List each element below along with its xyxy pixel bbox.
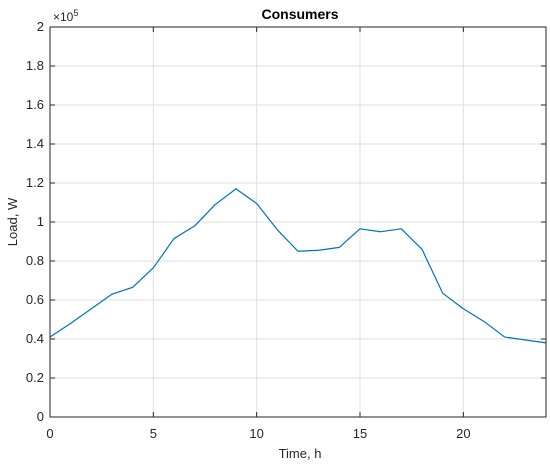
series-line	[49, 188, 547, 344]
y-tick-label: 0.4	[26, 331, 44, 346]
y-tick-label: 0.2	[26, 370, 44, 385]
y-axis-exponent-base: ×10	[53, 10, 74, 24]
x-tick-label: 20	[456, 426, 470, 441]
x-tick-label: 10	[249, 426, 263, 441]
y-tick-label: 1.6	[26, 97, 44, 112]
y-tick-label: 1.2	[26, 175, 44, 190]
y-tick-label: 2	[37, 19, 44, 34]
y-tick-label: 0	[37, 409, 44, 424]
tick-labels: 0 5 10 15 20 0 0.2 0.4 0.6 0.8 1 1.2 1.4 1.6 1.8 2	[26, 19, 471, 441]
y-tick-label: 0.6	[26, 292, 44, 307]
chart-title: Consumers	[261, 6, 338, 22]
x-tick-label: 15	[353, 426, 367, 441]
y-tick-label: 0.8	[26, 253, 44, 268]
axes	[49, 26, 547, 418]
plot-area-frame	[49, 26, 547, 418]
y-tick-label: 1.4	[26, 136, 44, 151]
y-tick-label: 1.8	[26, 58, 44, 73]
y-axis-exponent: ×105	[53, 8, 78, 24]
y-axis-exponent-power: 5	[73, 8, 78, 18]
y-axis-label: Load, W	[5, 197, 20, 246]
y-tick-label: 1	[37, 214, 44, 229]
x-tick-label: 5	[150, 426, 157, 441]
grid	[49, 26, 546, 418]
x-axis-label: Time, h	[279, 446, 322, 461]
series-layer	[49, 188, 547, 344]
x-tick-label: 0	[46, 426, 53, 441]
